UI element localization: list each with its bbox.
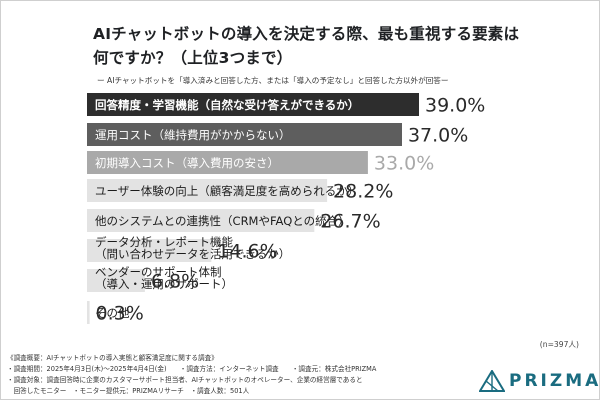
category-label: 初期導入コスト（導入費用の安さ） — [95, 156, 279, 170]
prizma-triangle-logo-icon — [479, 370, 505, 392]
bar — [87, 93, 419, 116]
chart-title-line-1: AIチャットボットの導入を決定する際、最も重視する要素は — [93, 25, 520, 43]
survey-overview: 《調査概要：AIチャットボットの導入実態と顧客満足度に関する調査》 ・調査期間：… — [7, 353, 447, 397]
bar — [87, 123, 402, 146]
category-label: ユーザー体験の向上（顧客満足度を高められるか） — [95, 184, 359, 198]
value-label: 33.0% — [374, 153, 434, 175]
value-label: 0.3% — [96, 303, 144, 325]
category-label: （導入・運用のサポート） — [95, 277, 233, 291]
bar — [87, 239, 212, 262]
chart-subtitle: ー AIチャットボットを「導入済みと回答した方、または「導入の予定なし」と回答し… — [97, 76, 449, 85]
survey-overview-line: ・調査期間：2025年4月3日(木)～2025年4月4日(金) ・調査方法：イン… — [7, 365, 377, 373]
category-label: （問い合わせデータを活用できるか） — [95, 247, 290, 261]
category-label: 他のシステムとの連携性（CRMやFAQとの統合） — [95, 214, 350, 228]
bar — [87, 269, 145, 292]
bar — [87, 209, 315, 232]
value-label: 37.0% — [408, 125, 468, 147]
category-label: ベンダーのサポート体制 — [95, 265, 222, 279]
bar — [87, 179, 328, 202]
value-label: 6.8% — [151, 271, 199, 293]
value-label: 26.7% — [320, 211, 380, 233]
prizma-logo-text: PRIZMA — [509, 371, 600, 391]
category-label: 運用コスト（維持費用がかからない） — [95, 128, 291, 142]
bar — [87, 301, 90, 324]
bar — [87, 151, 368, 174]
prizma-logo: PRIZMA — [479, 370, 600, 392]
category-label: データ分析・レポート機能 — [95, 235, 233, 249]
value-label: 28.2% — [333, 181, 393, 203]
sample-size-label: (n=397人) — [539, 340, 579, 349]
survey-overview-line: 回答したモニター ・モニター提供元：PRIZMAリサーチ ・調査人数：501人 — [7, 387, 250, 395]
category-label: その他 — [95, 306, 130, 320]
value-label: 14.6% — [217, 241, 277, 263]
chart-title-line-2: 何ですか？（上位3つまで） — [93, 49, 293, 67]
survey-overview-line: ・調査対象：調査回答時に企業のカスタマーサポート担当者、AIチャットボットのオペ… — [7, 376, 363, 384]
survey-overview-heading: 《調査概要：AIチャットボットの導入実態と顧客満足度に関する調査》 — [7, 354, 218, 362]
category-label: 回答精度・学習機能（自然な受け答えができるか） — [95, 98, 359, 112]
value-label: 39.0% — [425, 95, 485, 117]
